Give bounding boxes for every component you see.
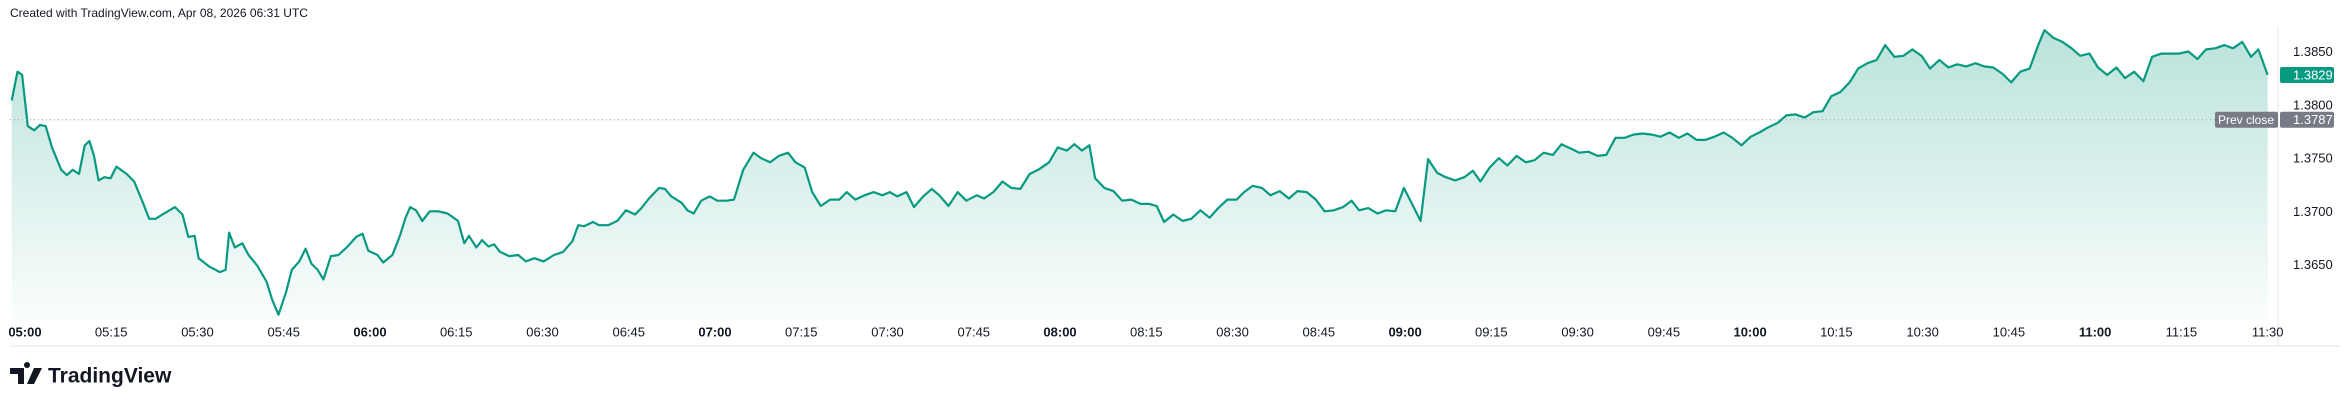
area-fill [11,30,2268,320]
y-tick-label: 1.3850 [2293,44,2333,59]
x-tick-label: 10:00 [1733,324,1766,339]
x-tick-label: 11:00 [2079,324,2112,339]
x-tick-label: 07:45 [958,324,991,339]
x-tick-label: 05:00 [8,324,41,339]
prev-close-value-badge [2280,111,2334,128]
x-tick-label: 05:30 [181,324,214,339]
x-tick-label: 05:45 [267,324,300,339]
last-price-badge [2280,66,2334,83]
x-tick-label: 10:30 [1906,324,1939,339]
x-tick-label: 08:00 [1043,324,1076,339]
prev-close-label: Prev close [2218,113,2274,127]
x-tick-label: 08:45 [1303,324,1336,339]
y-tick-label: 1.3800 [2293,97,2333,112]
x-tick-label: 06:45 [612,324,645,339]
x-tick-label: 09:45 [1648,324,1681,339]
x-tick-label: 09:15 [1475,324,1508,339]
logo: TradingView [10,362,172,388]
x-tick-label: 06:30 [526,324,559,339]
x-tick-label: 10:45 [1993,324,2026,339]
x-tick-label: 06:00 [353,324,386,339]
x-tick-label: 06:15 [440,324,473,339]
y-tick-label: 1.3750 [2293,151,2333,166]
x-tick-label: 07:15 [785,324,818,339]
x-tick-label: 08:15 [1130,324,1163,339]
prev-close-value: 1.3787 [2293,112,2333,127]
x-tick-label: 11:30 [2252,324,2284,339]
logo-text: TradingView [48,365,172,388]
logo-mark [10,362,42,384]
x-tick-label: 05:15 [95,324,128,339]
x-tick-label: 09:30 [1561,324,1594,339]
prev-close-badge [2215,111,2278,128]
last-price-label: 1.3829 [2293,67,2333,82]
y-tick-label: 1.3650 [2293,257,2333,272]
header: Created with TradingView.com, Apr 08, 20… [10,6,308,20]
x-tick-label: 09:00 [1388,324,1421,339]
x-tick-label: 07:30 [871,324,904,339]
x-tick-label: 10:15 [1820,324,1853,339]
x-tick-label: 08:30 [1216,324,1249,339]
x-tick-label: 07:00 [698,324,731,339]
x-tick-label: 11:15 [2166,324,2198,339]
price-line [10,29,2269,316]
y-tick-label: 1.3700 [2293,204,2333,219]
